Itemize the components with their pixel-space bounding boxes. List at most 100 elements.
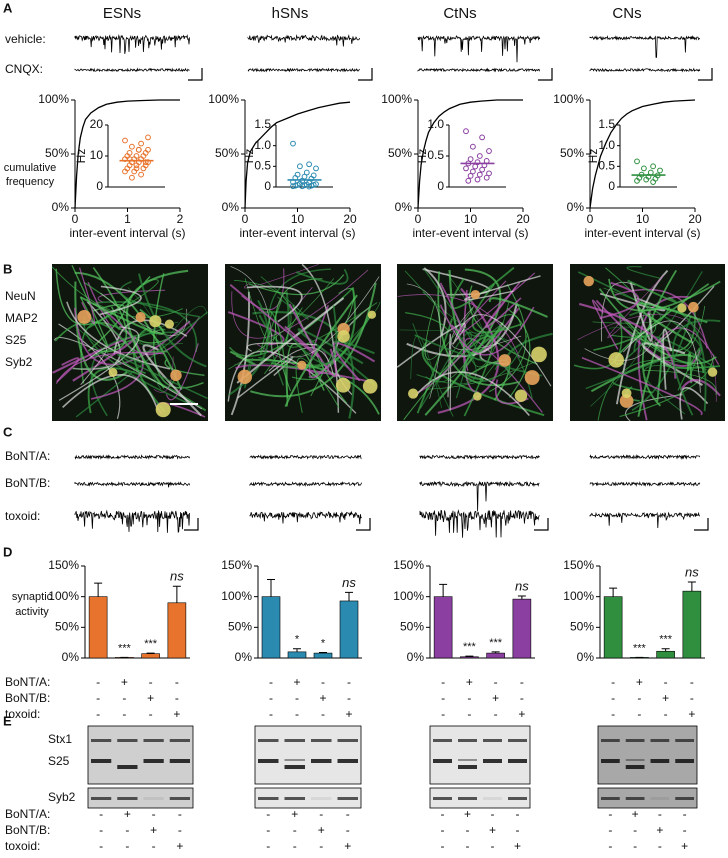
x-tick-label: 0 — [415, 212, 422, 226]
condition-sign: + — [293, 675, 300, 689]
neurite — [437, 287, 500, 414]
soma — [524, 370, 540, 386]
y-axis-label: frequency — [6, 176, 55, 188]
stain-label: Syb2 — [5, 355, 33, 369]
y-axis-label: Hz — [415, 149, 429, 164]
neurite — [55, 351, 164, 384]
significance: *** — [633, 642, 647, 654]
bar — [460, 656, 479, 659]
neurite — [437, 271, 520, 387]
error-bar — [267, 578, 275, 597]
scale-bar — [188, 68, 203, 81]
trace — [247, 67, 360, 73]
condition-sign: + — [681, 839, 688, 853]
condition-sign: - — [178, 823, 182, 837]
trace-label: BoNT/B: — [5, 476, 50, 490]
condition-sign: - — [491, 807, 495, 821]
scale-bar — [356, 518, 371, 531]
condition-sign: - — [467, 707, 471, 721]
point — [135, 146, 142, 153]
stain-label: S25 — [5, 333, 27, 347]
neurite — [662, 328, 673, 390]
neurite — [598, 288, 717, 365]
band — [650, 739, 670, 742]
blot — [254, 725, 362, 785]
y-axis-label: synaptic — [12, 591, 53, 603]
y-tick-label: 150% — [48, 558, 79, 572]
condition-sign: - — [520, 691, 524, 705]
band — [650, 797, 670, 800]
condition-sign: - — [96, 707, 100, 721]
y-tick-label: 100% — [221, 589, 252, 603]
cdf-line — [417, 99, 523, 209]
neurite — [333, 301, 381, 357]
error-bar — [609, 587, 618, 597]
neurite — [397, 294, 520, 359]
neurite — [423, 267, 447, 336]
y-tick-label: 1.5 — [598, 117, 615, 131]
neurite — [447, 333, 452, 411]
trace — [247, 34, 360, 47]
blot — [429, 725, 531, 785]
neurite — [593, 306, 671, 351]
soma — [473, 392, 482, 401]
neurite — [230, 266, 273, 355]
significance: *** — [118, 642, 132, 654]
band — [91, 739, 112, 742]
neurite — [458, 272, 536, 335]
band — [433, 797, 452, 800]
error-bar — [345, 591, 353, 601]
condition-sign: - — [175, 691, 179, 705]
soma — [237, 369, 253, 385]
soma — [583, 275, 594, 287]
band — [625, 765, 645, 769]
y-tick-label: 1.0 — [254, 138, 271, 152]
condition-sign: - — [494, 707, 498, 721]
point — [474, 176, 481, 183]
condition-label: toxoid: — [5, 707, 40, 721]
trace — [589, 481, 701, 487]
soma — [707, 367, 718, 377]
condition-sign: - — [441, 823, 445, 837]
scale-bar — [694, 518, 709, 531]
neurite — [286, 302, 378, 348]
neurite — [155, 305, 208, 356]
condition-sign: - — [125, 839, 129, 853]
band — [169, 739, 190, 742]
blot — [254, 787, 362, 809]
y-tick-label: 1.0 — [427, 117, 444, 131]
condition-sign: - — [122, 707, 126, 721]
neurite — [622, 320, 701, 393]
significance: * — [295, 634, 300, 646]
y-tick-label: 50% — [45, 146, 69, 160]
condition-sign: - — [690, 691, 694, 705]
neurite — [274, 278, 323, 392]
point — [145, 134, 151, 141]
neurite — [425, 331, 484, 383]
bar — [682, 590, 702, 659]
condition-sign: - — [347, 691, 351, 705]
point — [634, 177, 640, 184]
neurite — [259, 299, 283, 355]
y-tick-label: 0 — [437, 179, 444, 193]
neurite — [468, 285, 538, 365]
soma — [337, 330, 350, 343]
blot — [597, 725, 698, 785]
neurite — [607, 275, 664, 338]
band — [258, 797, 279, 800]
neurite — [599, 281, 640, 320]
point — [470, 143, 476, 150]
y-tick-label: 50% — [400, 620, 424, 634]
neurite — [584, 340, 654, 361]
neurite — [410, 335, 442, 408]
trace — [74, 454, 190, 460]
condition-sign: - — [319, 839, 323, 853]
point — [650, 163, 656, 170]
band — [258, 739, 279, 742]
condition-sign: + — [173, 707, 180, 721]
condition-sign: + — [518, 707, 525, 721]
soma — [149, 315, 162, 328]
point — [641, 165, 647, 172]
condition-sign: + — [489, 823, 496, 837]
band — [483, 797, 502, 800]
